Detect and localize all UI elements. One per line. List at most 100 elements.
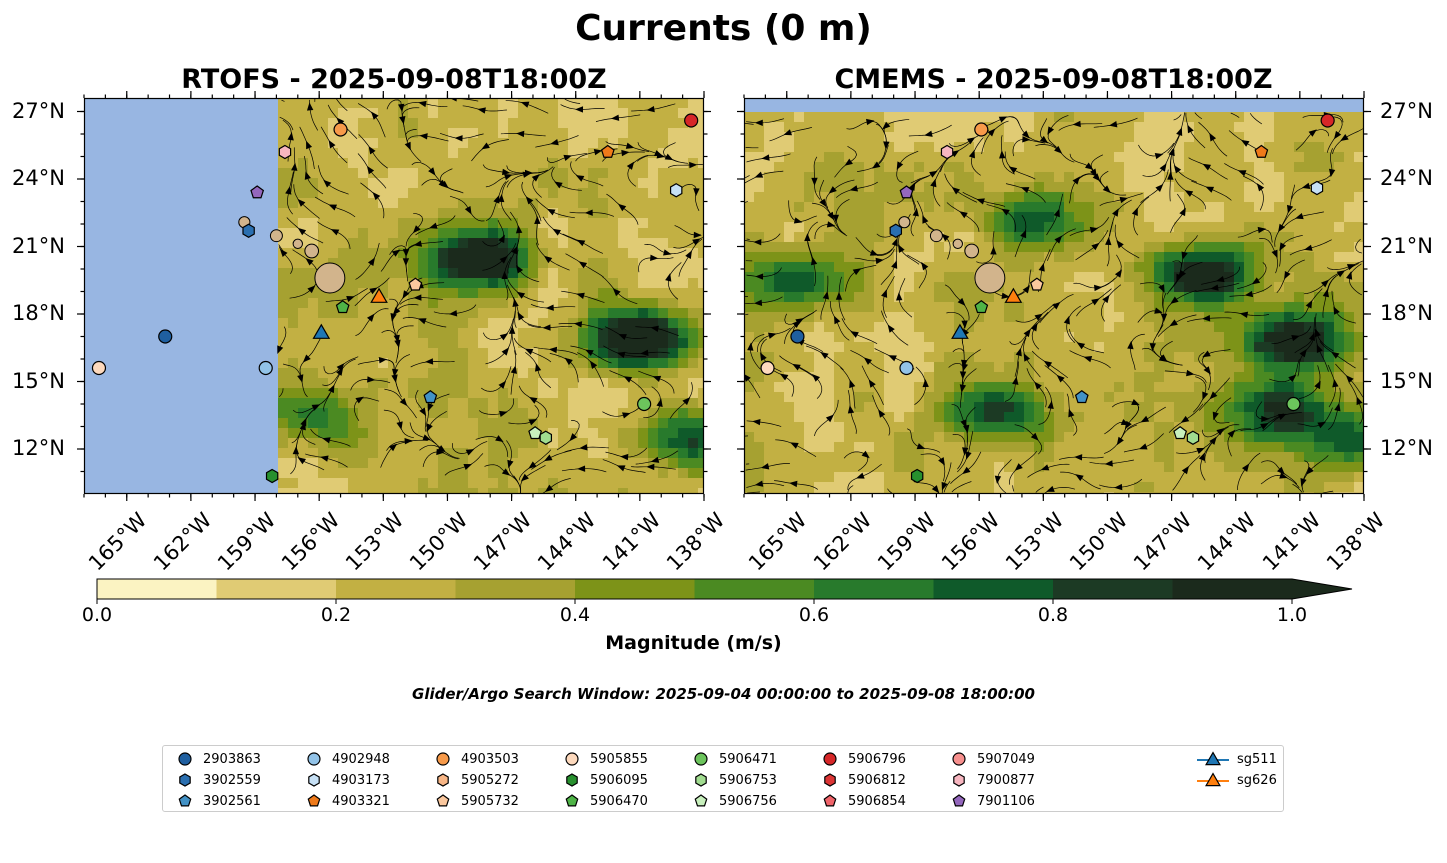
cmems-ticks: [737, 91, 1371, 501]
colorbar-segment: [97, 579, 217, 599]
legend-item-3902559: 3902559: [175, 771, 261, 789]
legend-item-4903503: 4903503: [433, 750, 519, 768]
legend-item-5906471: 5906471: [691, 750, 777, 768]
legend-label: 5905855: [590, 751, 648, 767]
legend-label: 3902561: [203, 793, 261, 809]
legend-label: 5905272: [461, 772, 519, 788]
platform-5905855: [760, 360, 775, 376]
hexagon-marker-icon: [824, 773, 836, 787]
legend-item-5906812: 5906812: [820, 771, 906, 789]
legend-label: 5906753: [719, 772, 777, 788]
lon-tick-label: 138°W: [661, 508, 729, 576]
legend-item-5906095: 5906095: [562, 771, 648, 789]
platform-sg626: [370, 287, 388, 303]
island-kauai: [898, 216, 911, 229]
lat-tick-label-right: 24°N: [1380, 166, 1433, 190]
right-panel-title: CMEMS - 2025-09-08T18:00Z: [834, 64, 1273, 95]
hexagon-marker-icon: [308, 773, 320, 787]
legend-label: 4902948: [332, 751, 390, 767]
legend-item-5906854: 5906854: [820, 792, 906, 810]
island-oahu: [269, 229, 283, 243]
island-molokai: [292, 238, 303, 250]
legend-label: 5905732: [461, 793, 519, 809]
colorbar-tick-label: 0.2: [320, 604, 352, 626]
hexagon-marker-icon: [953, 773, 965, 787]
lon-tick-label: 165°W: [84, 508, 152, 576]
colorbar-tick-label: 0.8: [1037, 604, 1069, 626]
pentagon-marker-icon: [694, 794, 708, 807]
legend-label: 3902559: [203, 772, 261, 788]
lat-tick-label-right: 15°N: [1380, 368, 1433, 393]
cmems-frame: [743, 97, 1365, 495]
circle-marker-icon: [565, 752, 579, 766]
platform-7901106: [250, 185, 265, 199]
pentagon-marker-icon: [823, 794, 837, 807]
platform-3902559: [889, 223, 903, 238]
platform-7900877: [278, 144, 292, 160]
hexagon-marker-icon: [695, 773, 707, 787]
legend-label: 5907049: [977, 751, 1035, 767]
lat-tick-label-left: 24°N: [12, 166, 65, 190]
rtofs-map: [77, 91, 711, 501]
legend-label: 5906095: [590, 772, 648, 788]
rtofs-frame: [83, 97, 705, 495]
lon-tick-label: 159°W: [872, 508, 941, 576]
platform-3902559: [242, 223, 255, 238]
legend-label: 7900877: [977, 772, 1035, 788]
legend-label: 4903503: [461, 751, 519, 767]
legend-label: 2903863: [203, 751, 261, 767]
platform-5905732: [408, 277, 423, 291]
rtofs-platform-markers: [91, 113, 699, 484]
platform-4902948: [899, 360, 914, 376]
triangle-marker-icon: [1197, 751, 1229, 766]
lat-tick-label-left: 18°N: [12, 301, 65, 325]
legend-label: 5906796: [848, 751, 906, 767]
platform-4903321: [600, 144, 615, 158]
island-oahu: [929, 229, 943, 243]
legend-label: 4903321: [332, 793, 390, 809]
colorbar-tick-label: 1.0: [1276, 604, 1308, 626]
platform-4902948: [258, 360, 273, 376]
legend-item-5906470: 5906470: [562, 792, 648, 810]
platform-3902561: [1074, 390, 1089, 404]
colorbar-tick-label: 0.4: [559, 604, 591, 626]
island-molokai: [952, 238, 963, 250]
legend-item-7901106: 7901106: [949, 792, 1035, 810]
platform-4903321: [1254, 144, 1269, 158]
colorbar-segment: [814, 579, 934, 599]
lon-tick-label: 162°W: [808, 508, 876, 576]
circle-marker-icon: [307, 752, 321, 766]
platform-4903173: [1310, 180, 1324, 196]
cmems-streamline-arrows: [744, 112, 1363, 494]
pentagon-marker-icon: [436, 794, 450, 807]
platform-5906756: [1173, 426, 1188, 440]
triangle-marker-icon: [1197, 772, 1229, 787]
legend-item-7900877: 7900877: [949, 771, 1035, 789]
legend-label: sg626: [1237, 772, 1277, 788]
legend-label: 5906812: [848, 772, 906, 788]
cmems-islands: [898, 216, 1006, 294]
colorbar-segment: [694, 579, 815, 599]
legend-item-5907049: 5907049: [949, 750, 1035, 768]
lon-tick-label: 153°W: [1000, 508, 1069, 576]
colorbar-outline: [96, 578, 1353, 600]
colorbar-segment: [933, 579, 1054, 599]
lat-tick-label-left: 27°N: [12, 98, 65, 123]
island-maui: [304, 243, 320, 259]
colorbar-label: Magnitude (m/s): [605, 632, 782, 654]
pentagon-marker-icon: [565, 794, 579, 807]
platform-5906756: [528, 426, 542, 440]
circle-marker-icon: [694, 752, 708, 766]
platform-3902561: [423, 390, 438, 404]
platform-4903173: [669, 183, 683, 198]
lon-tick-label: 150°W: [1064, 508, 1133, 576]
colorbar-segment: [336, 579, 456, 599]
colorbar: [96, 578, 1353, 604]
figure-title: Currents (0 m): [575, 8, 872, 49]
platform-5906796: [1320, 113, 1335, 128]
lat-tick-label-right: 18°N: [1380, 301, 1433, 325]
lon-tick-label: 156°W: [936, 508, 1005, 576]
platform-2903863: [158, 329, 173, 344]
lat-tick-label-right: 27°N: [1380, 98, 1433, 123]
legend-label: 5906854: [848, 793, 906, 809]
